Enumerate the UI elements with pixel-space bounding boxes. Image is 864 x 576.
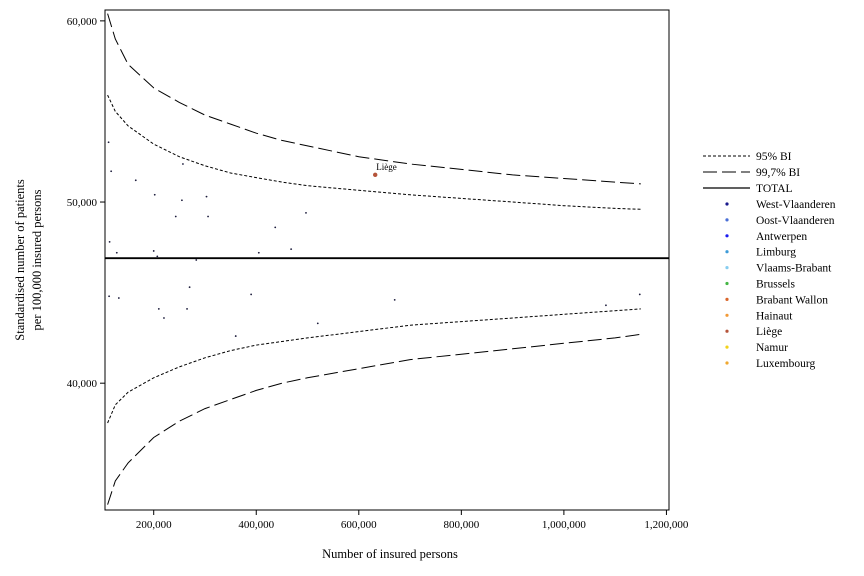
legend-marker [725,361,729,365]
y-tick-label: 60,000 [67,16,98,28]
data-point [153,193,156,196]
legend-label: Limburg [756,247,796,259]
legend-marker [725,297,729,301]
data-point [110,170,113,173]
legend-label: Namur [756,342,788,354]
annotation-liege: Liège [376,162,397,172]
legend-marker [725,218,729,222]
legend-label: Luxembourg [756,358,815,370]
data-point [290,248,293,251]
data-point [250,293,253,296]
legend-label: Brussels [756,279,796,291]
x-tick-label: 200,000 [136,519,172,531]
data-point [174,215,177,218]
legend-marker [725,345,729,349]
x-tick-label: 600,000 [341,519,377,531]
x-tick-label: 800,000 [443,519,479,531]
upper-95-bound [107,94,641,210]
data-point [182,163,184,165]
confidence-bands [107,13,641,505]
y-tick-label: 40,000 [67,378,98,390]
data-point [305,211,307,214]
data-point [156,255,159,258]
legend-label: Antwerpen [756,231,807,243]
legend-marker [725,250,729,254]
lower-95-bound [107,308,641,424]
data-point [274,226,277,229]
legend-label: Brabant Wallon [756,294,828,306]
data-point [207,215,209,218]
data-point [638,293,641,296]
data-point [195,259,198,261]
x-tick-label: 1,200,000 [644,519,689,531]
data-point-liege [373,172,378,178]
y-axis: 40,000 50,000 60,000 [67,16,105,390]
legend-label: Liège [756,326,782,338]
x-tick-label: 400,000 [238,519,274,531]
data-point [107,141,110,144]
data-point [117,297,120,299]
data-point [181,199,183,202]
data-point [108,240,111,243]
legend-label: TOTAL [756,183,793,195]
legend-marker [725,329,729,333]
upper-99-7-bound [107,13,641,185]
data-point [134,179,137,182]
legend-marker [725,202,729,206]
legend-marker [725,234,729,238]
legend-label: Vlaams-Brabant [756,263,832,275]
plot-frame [104,9,670,511]
legend-marker [725,281,729,286]
data-point [115,251,118,254]
legend-marker [725,266,729,270]
data-point [316,322,319,325]
legend-label: Hainaut [756,310,793,322]
data-point [234,335,237,337]
data-point [257,251,260,254]
x-axis: 200,000 400,000 600,000 800,000 1,000,000 1,2… [136,510,689,531]
x-tick-label: 1,000,000 [542,519,587,531]
data-point [186,308,188,310]
legend-label: 95% BI [756,151,792,163]
legend-label: West-Vlaanderen [756,199,836,211]
lower-99-7-bound [107,333,641,505]
legend-label: Oost-Vlaanderen [756,215,835,227]
data-point [188,286,191,289]
legend-label: 99,7% BI [756,167,800,179]
data-point [108,295,111,298]
data-point [205,195,208,198]
data-point [605,304,607,307]
data-point [393,298,396,301]
y-tick-label: 50,000 [67,197,98,209]
data-point [152,250,155,252]
x-axis-title: Number of insured persons [322,547,458,561]
y-axis-title-line2: per 100,000 insured persons [30,189,44,330]
legend: 95% BI 99,7% BI TOTAL West-Vlaanderen Oost-V… [703,151,836,370]
data-point [163,317,165,319]
y-axis-title-line1: Standardised number of patients [13,179,27,341]
legend-marker [725,313,729,317]
data-point [157,308,160,310]
data-points [107,141,641,337]
